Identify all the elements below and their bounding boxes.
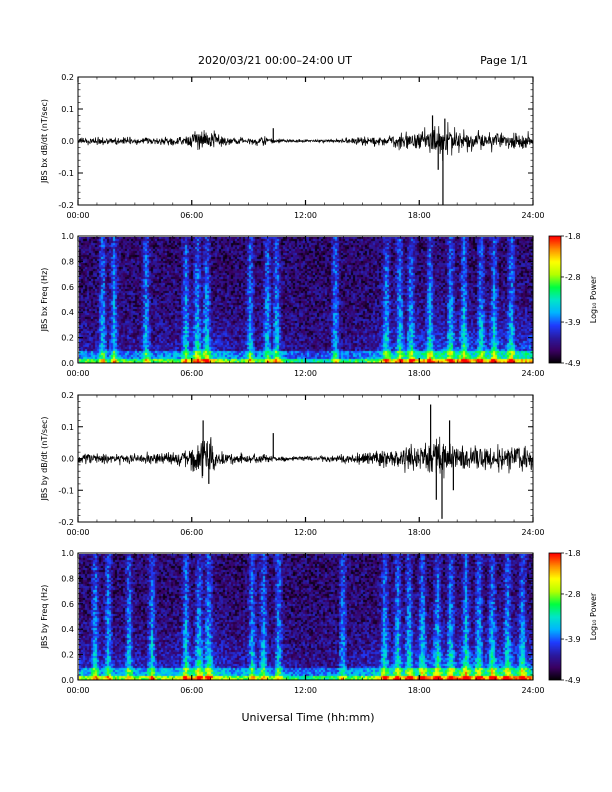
colorbar-label: Log₁₀ Power (589, 275, 598, 323)
colorbar-tick-label: -4.9 (565, 676, 581, 685)
panel-3: 00:00 06:00 12:00 18:00 24:00 -0.2 -0.1 0.0 0.1 0… (40, 391, 545, 537)
y-tick-label: 0.4 (61, 625, 74, 634)
colorbar-tick-label: -1.8 (565, 232, 581, 241)
y-tick-label: 0.2 (61, 391, 74, 400)
x-tick-label: 00:00 (66, 686, 89, 695)
colorbar: -1.8 -2.8 -3.9 -4.9 Log₁₀ Power (548, 549, 598, 685)
x-tick-label: 18:00 (408, 686, 431, 695)
colorbar-tick-label: -1.8 (565, 549, 581, 558)
x-tick-label: 12:00 (294, 686, 317, 695)
spectrogram-canvas (78, 236, 533, 363)
x-tick-label: 12:00 (294, 369, 317, 378)
spectrogram-image (78, 236, 533, 363)
y-tick-label: 0.4 (61, 308, 74, 317)
colorbar-tick-label: -3.9 (565, 635, 581, 644)
colorbar-frame (548, 235, 562, 364)
y-axis-label: JBS by Freq (Hz) (40, 585, 49, 650)
page-indicator: Page 1/1 (480, 54, 528, 67)
y-tick-label: 0.6 (61, 600, 74, 609)
colorbar-tick-label: -2.8 (565, 273, 581, 282)
y-tick-label: 0.0 (61, 676, 74, 685)
x-tick-label: 24:00 (521, 211, 544, 220)
y-tick-label: 0.2 (61, 334, 74, 343)
x-tick-label: 06:00 (180, 528, 203, 537)
x-tick-label: 06:00 (180, 686, 203, 695)
colorbar-canvas (549, 553, 561, 680)
colorbar-gradient (549, 236, 561, 363)
x-tick-label: 24:00 (521, 528, 544, 537)
y-tick-label: 0.8 (61, 257, 74, 266)
panel-2: -1.8 -2.8 -3.9 -4.9 Log₁₀ Power 00:00 06:00 12:… (40, 232, 598, 378)
x-tick-label: 06:00 (180, 369, 203, 378)
y-tick-label: 0.1 (61, 423, 74, 432)
y-tick-label: 0.2 (61, 73, 74, 82)
y-tick-label: 1.0 (61, 549, 74, 558)
y-tick-label: 0.6 (61, 283, 74, 292)
x-tick-label: 12:00 (294, 211, 317, 220)
x-tick-label: 24:00 (521, 686, 544, 695)
x-tick-label: 12:00 (294, 528, 317, 537)
panel-1: 00:00 06:00 12:00 18:00 24:00 -0.2 -0.1 0.0 0.1 0… (40, 73, 545, 220)
y-tick-label: 1.0 (61, 232, 74, 241)
x-tick-label: 00:00 (66, 369, 89, 378)
colorbar-tick-label: -4.9 (565, 359, 581, 368)
colorbar-canvas (549, 236, 561, 363)
figure-title: 2020/03/21 00:00–24:00 UT (198, 54, 352, 67)
y-tick-label: 0.0 (61, 359, 74, 368)
series-line (77, 122, 534, 161)
colorbar: -1.8 -2.8 -3.9 -4.9 Log₁₀ Power (548, 232, 598, 368)
x-tick-label: 06:00 (180, 211, 203, 220)
colorbar-tick-label: -2.8 (565, 590, 581, 599)
y-tick-label: 0.1 (61, 105, 74, 114)
y-tick-label: 0.0 (61, 137, 74, 146)
panel-4: -1.8 -2.8 -3.9 -4.9 Log₁₀ Power 00:00 06:00 12:… (40, 549, 598, 695)
y-tick-label: 0.8 (61, 574, 74, 583)
y-tick-label: 0.0 (61, 455, 74, 464)
spectrogram-canvas (78, 553, 533, 680)
y-tick-label: -0.2 (58, 518, 74, 527)
x-axis-title: Universal Time (hh:mm) (242, 711, 375, 724)
x-tick-label: 24:00 (521, 369, 544, 378)
y-tick-label: -0.2 (58, 201, 74, 210)
x-tick-label: 18:00 (408, 528, 431, 537)
x-tick-label: 18:00 (408, 369, 431, 378)
spectrogram-image (78, 553, 533, 680)
y-axis-label: JBS bx dB/dt (nT/sec) (40, 99, 49, 184)
y-axis-label: JBS bx Freq (Hz) (40, 268, 49, 333)
colorbar-gradient (549, 553, 561, 680)
y-tick-label: 0.2 (61, 651, 74, 660)
series-line (77, 436, 534, 479)
x-tick-label: 18:00 (408, 211, 431, 220)
panels-group: 00:00 06:00 12:00 18:00 24:00 -0.2 -0.1 0.0 0.1 0… (40, 73, 598, 695)
y-tick-label: -0.1 (58, 486, 74, 495)
y-axis-label: JBS by dB/dt (nT/sec) (40, 416, 49, 501)
x-tick-label: 00:00 (66, 211, 89, 220)
colorbar-tick-label: -3.9 (565, 318, 581, 327)
x-tick-label: 00:00 (66, 528, 89, 537)
y-tick-label: -0.1 (58, 169, 74, 178)
colorbar-label: Log₁₀ Power (589, 592, 598, 640)
colorbar-frame (548, 552, 562, 681)
